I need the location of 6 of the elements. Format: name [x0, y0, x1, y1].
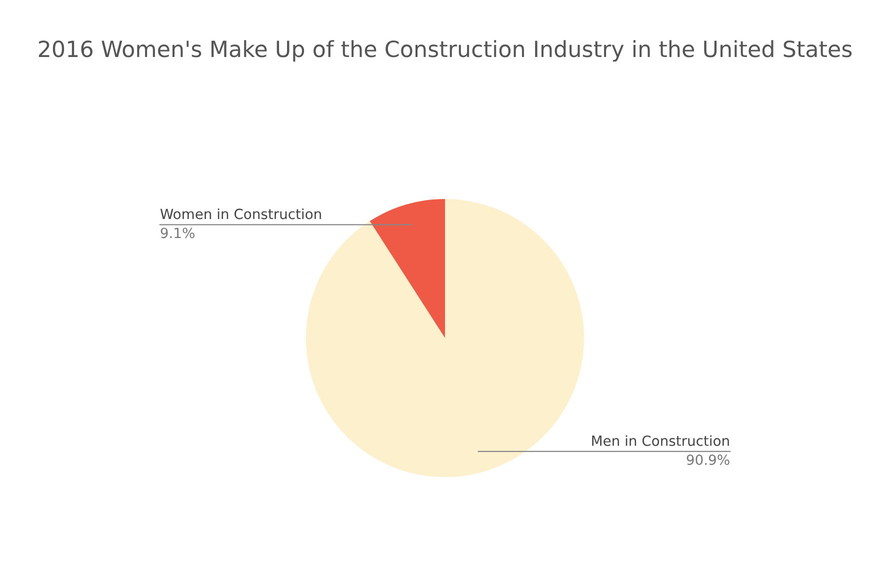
chart-title: 2016 Women's Make Up of the Construction Industry in the United States: [38, 40, 852, 62]
data-label: 9.1%: [160, 228, 194, 238]
slice-label: Men in Construction: [592, 435, 729, 446]
slice-label: Women in Construction: [160, 208, 321, 220]
data-label: 90.9%: [686, 454, 730, 466]
pie-slice: [370, 199, 445, 338]
